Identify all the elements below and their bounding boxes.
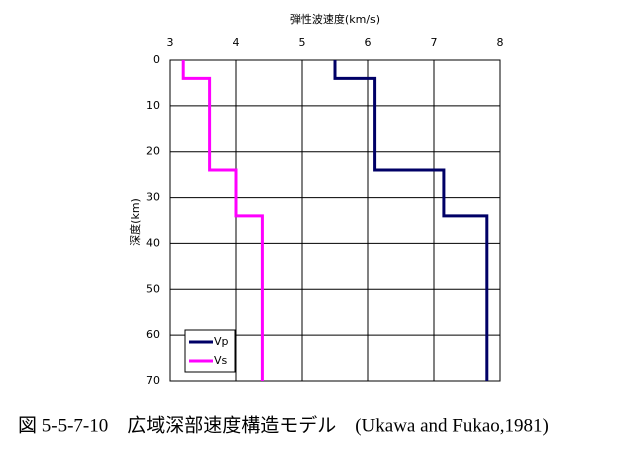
series-line [181,60,264,381]
y-tick-label: 50 [146,282,160,295]
y-tick-label: 30 [146,191,160,204]
x-tick-label: 3 [167,36,174,49]
caption: 図 5-5-7-10 広域深部速度構造モデル (Ukawa and Fukao,… [18,414,549,436]
x-tick-label: 6 [365,36,372,49]
x-tick-label: 7 [431,36,438,49]
legend-label: Vs [214,354,228,367]
y-axis-title: 深度(km) [128,198,142,246]
series-line [333,60,489,381]
y-tick-label: 20 [146,145,160,158]
x-tick-label: 4 [233,36,240,49]
legend-box [184,329,236,373]
plot-area [169,59,501,382]
y-tick-label: 0 [153,53,160,66]
x-tick-label: 8 [497,36,504,49]
y-tick-label: 10 [146,99,160,112]
y-tick-label: 70 [146,374,160,387]
y-tick-label: 60 [146,328,160,341]
y-tick-label: 40 [146,236,160,249]
x-tick-label: 5 [299,36,306,49]
legend-label: Vp [214,335,229,348]
x-axis-title: 弾性波速度(km/s) [290,12,380,26]
